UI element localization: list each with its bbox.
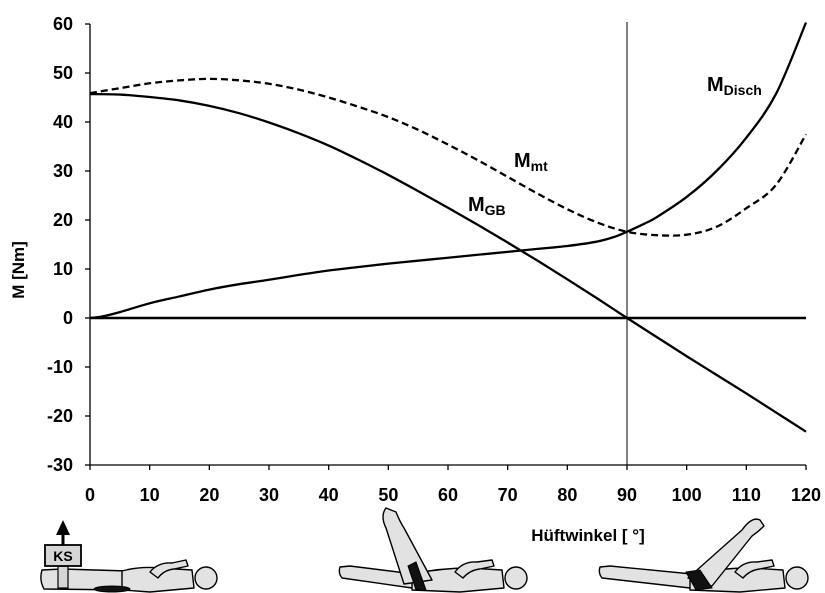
y-tick-label: 20 <box>53 210 73 230</box>
figure-head <box>194 566 218 590</box>
y-tick-label: 40 <box>53 112 73 132</box>
x-tick-label: 0 <box>85 485 95 505</box>
figure-raised-leg <box>382 507 433 585</box>
series-line-disch <box>89 22 808 320</box>
y-tick-label: -10 <box>47 357 73 377</box>
series-label-main: M <box>468 194 485 216</box>
series-label-sub: Disch <box>724 82 762 98</box>
figure-flat-leg <box>598 565 693 589</box>
series-label-main: M <box>514 150 531 172</box>
x-tick-label: 60 <box>438 485 458 505</box>
figure-raised-leg <box>687 518 765 587</box>
figure-head <box>785 566 809 590</box>
y-tick-label: 10 <box>53 259 73 279</box>
figure-arm <box>454 559 495 579</box>
x-tick-label: 100 <box>672 485 702 505</box>
x-tick-label: 90 <box>617 485 637 505</box>
x-tick-label: 120 <box>791 485 821 505</box>
x-tick-label: 40 <box>319 485 339 505</box>
series-line-gb <box>89 92 807 433</box>
x-tick-label: 20 <box>199 485 219 505</box>
series-label-sub: GB <box>485 202 506 218</box>
series-label-mt: Mmt <box>514 150 548 174</box>
figure-thigh-region <box>685 569 713 591</box>
figure-lying-flat: KS <box>40 520 218 593</box>
x-tick-label: 70 <box>498 485 518 505</box>
figure-leg-raised-high <box>598 518 809 593</box>
x-tick-label: 80 <box>557 485 577 505</box>
figure-torso <box>121 566 195 593</box>
x-tick-label: 30 <box>259 485 279 505</box>
figure-arm <box>734 559 775 579</box>
x-axis-title: Hüftwinkel [ °] <box>531 526 645 545</box>
reference-lines <box>90 22 806 470</box>
y-tick-label: 50 <box>53 63 73 83</box>
series-label-gb: MGB <box>468 194 506 218</box>
ks-label: KS <box>53 548 72 564</box>
y-tick-label: 60 <box>53 14 73 34</box>
ks-marker-stem <box>57 565 69 589</box>
series-label-sub: mt <box>531 158 548 174</box>
y-tick-label: 0 <box>63 308 73 328</box>
ks-arrow-head-icon <box>56 520 70 535</box>
figure-arm <box>149 559 189 579</box>
y-tick-label: -30 <box>47 455 73 475</box>
x-tick-label: 50 <box>378 485 398 505</box>
x-tick-label: 110 <box>732 485 761 505</box>
series-line-mt <box>89 77 807 237</box>
series-label-disch: MDisch <box>707 74 762 98</box>
figure-gluteal-region <box>93 585 131 593</box>
figure-thigh-region <box>407 561 427 591</box>
y-tick-label: 30 <box>53 161 73 181</box>
y-axis-title: M [Nm] <box>9 241 28 299</box>
y-tick-label: -20 <box>47 406 73 426</box>
series-layer <box>89 22 808 433</box>
series-label-main: M <box>707 74 724 96</box>
figure-head <box>504 566 528 590</box>
figure-leg-raised-mid <box>338 507 528 593</box>
x-tick-label: 10 <box>140 485 160 505</box>
